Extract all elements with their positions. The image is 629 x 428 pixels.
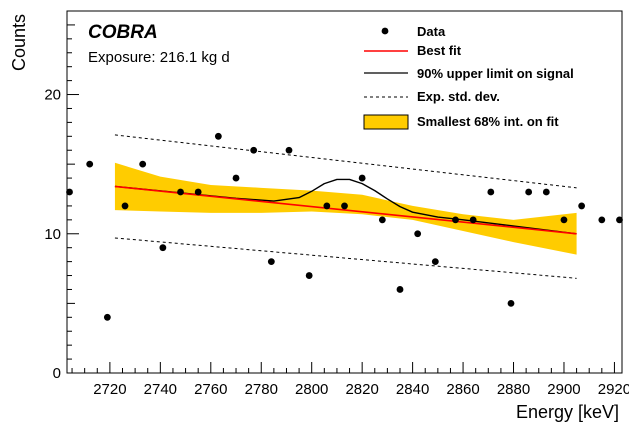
x-tick-label: 2800 [295, 381, 328, 398]
data-point [177, 188, 184, 196]
data-point [414, 230, 422, 238]
x-tick-label: 2780 [245, 381, 278, 398]
x-tick-label: 2860 [446, 381, 479, 398]
data-point [323, 202, 331, 210]
x-tick-label: 2740 [144, 381, 177, 398]
best-fit-line [114, 185, 577, 235]
data-point [431, 258, 439, 266]
x-tick-label: 2900 [547, 381, 580, 398]
data-point [305, 272, 313, 279]
legend-label-upper-limit: 90% upper limit on signal [417, 66, 574, 81]
exposure-label: Exposure: 216.1 kg d [88, 49, 230, 66]
data-point [267, 258, 275, 266]
line-layer [114, 134, 577, 279]
y-tick-label: 20 [44, 87, 61, 104]
data-point [578, 202, 586, 210]
data-point [525, 188, 533, 196]
data-point [341, 202, 348, 210]
legend-label-data: Data [417, 24, 446, 39]
x-axis-title: Energy [keV] [516, 402, 619, 422]
data-point [507, 299, 515, 307]
x-tick-label: 2720 [93, 381, 126, 398]
legend-label-best-fit: Best fit [417, 43, 462, 58]
data-point [452, 216, 459, 224]
x-tick-label: 2820 [345, 381, 378, 398]
data-point [616, 216, 623, 224]
legend-label-band: Smallest 68% int. on fit [417, 114, 559, 129]
data-point [469, 216, 477, 224]
legend-label-std-dev: Exp. std. dev. [417, 89, 500, 104]
data-point [358, 174, 366, 182]
legend-marker-band [363, 114, 409, 130]
data-point [560, 216, 568, 224]
data-point [378, 216, 386, 224]
data-point [194, 188, 202, 196]
data-point [487, 188, 495, 196]
y-axis-title: Counts [9, 14, 29, 71]
x-tick-label: 2760 [194, 381, 227, 398]
point-layer [66, 132, 623, 321]
x-tick-label: 2840 [396, 381, 429, 398]
experiment-title: COBRA [88, 22, 158, 43]
data-point [214, 132, 222, 140]
data-point [86, 160, 94, 168]
y-tick-label: 10 [44, 226, 61, 243]
data-point [396, 286, 404, 293]
data-point [285, 146, 293, 154]
data-point [121, 202, 129, 210]
data-point [139, 160, 147, 168]
legend: Data Best fit 90% upper limit on signal … [363, 24, 574, 130]
data-point [159, 244, 167, 252]
std-dev-lower-line [114, 237, 577, 279]
x-tick-label: 2880 [497, 381, 530, 398]
x-tick-label: 2920 [598, 381, 629, 398]
legend-marker-data [381, 27, 389, 35]
y-tick-label: 0 [53, 365, 61, 382]
data-point [542, 188, 550, 196]
upper-limit-curve [114, 178, 577, 235]
data-point [103, 313, 111, 321]
data-point [598, 216, 606, 224]
data-point [232, 174, 240, 182]
axis-layer: 2720 2740 2760 2780 2800 2820 2840 2860 2880 2900… [44, 10, 629, 398]
data-point [250, 146, 258, 154]
